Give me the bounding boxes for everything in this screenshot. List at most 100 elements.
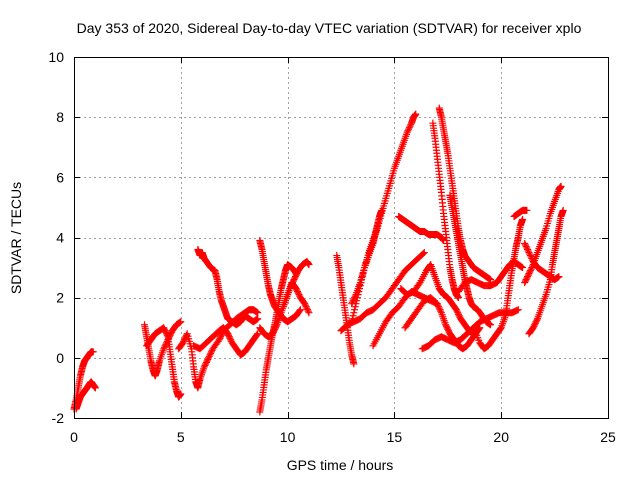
data-point-fill [442,322,450,330]
y-tick-label: -2 [52,410,65,426]
data-point-fill [162,328,170,336]
data-point-fill [206,351,214,359]
data-point-fill [454,309,462,317]
data-point-fill [304,307,312,315]
data-point-fill [302,303,310,311]
data-point-fill [435,304,443,312]
series-s26 [510,206,531,220]
data-point [200,363,208,371]
series-s16 [395,212,448,245]
data-point [177,390,185,398]
series-s7 [190,324,262,359]
y-tick-label: 10 [48,49,64,65]
data-point-fill [207,349,215,357]
data-point-fill [523,244,531,252]
data-point-fill [351,303,359,311]
data-points [70,104,567,416]
data-point-fill [496,325,504,333]
data-point-fill [253,331,261,339]
data-point-fill [351,292,359,300]
data-point [557,182,565,190]
data-point-fill [532,318,540,326]
data-point-fill [524,247,532,255]
data-point-fill [202,358,210,366]
data-point [160,345,168,353]
series-s24 [454,258,527,296]
data-point-fill [526,267,534,275]
data-point-fill [524,246,532,254]
data-point-fill [475,325,483,333]
data-point-fill [294,288,302,296]
data-point [179,339,187,347]
series-s14 [348,206,386,308]
data-point-fill [531,319,539,327]
data-point-fill [182,331,190,339]
data-point [454,294,462,302]
data-point-fill [271,324,279,332]
x-tick-label: 25 [600,429,616,445]
data-point-fill [205,352,213,360]
data-point-fill [521,241,529,249]
data-point-fill [217,333,225,341]
x-axis-label: GPS time / hours [287,457,394,473]
data-point [525,249,533,257]
y-tick-label: 0 [56,350,64,366]
data-point [525,270,533,278]
data-point [205,354,213,362]
data-point [348,300,356,308]
data-point-fill [437,307,445,315]
data-point [487,276,495,284]
data-point [442,321,450,329]
data-point-fill [217,331,225,339]
data-point-fill [293,286,301,294]
data-point-fill [531,321,539,329]
data-point-fill [455,312,463,320]
data-point-fill [295,291,303,299]
data-point-fill [160,325,168,333]
data-point-fill [204,355,212,363]
series-s29 [525,206,567,338]
data-point-fill [351,294,359,302]
data-point-fill [348,298,356,306]
data-point [269,330,277,338]
data-point-fill [404,127,412,135]
data-point-fill [405,125,413,133]
data-point [523,206,531,214]
series-s25 [469,215,527,353]
series-s9 [256,261,300,416]
series-s22 [446,191,495,329]
data-point [301,300,309,308]
y-tick-label: 6 [56,169,64,185]
data-point-fill [526,252,534,260]
data-point-fill [225,331,233,339]
data-point-fill [521,277,529,285]
data-point [452,306,460,314]
data-point [305,309,313,317]
data-point-fill [203,357,211,365]
data-point-fill [202,360,210,368]
data-point [254,330,262,338]
data-point-fill [419,250,427,258]
data-point-fill [524,273,532,281]
data-point-fill [270,327,278,335]
data-point [177,318,185,326]
data-point-fill [271,325,279,333]
data-point [487,321,495,329]
data-point-fill [163,331,171,339]
data-point-fill [527,253,535,261]
data-point-fill [291,273,299,281]
data-point-fill [293,270,301,278]
data-point-fill [301,301,309,309]
data-point-fill [227,336,235,344]
data-point-fill [303,304,311,312]
data-point [296,306,304,314]
data-point [254,315,262,323]
data-point [529,324,537,332]
data-point-fill [522,243,530,251]
data-point-fill [163,330,171,338]
grid [74,57,608,418]
data-point [224,330,232,338]
data-point-fill [405,124,413,132]
data-point [89,348,97,356]
